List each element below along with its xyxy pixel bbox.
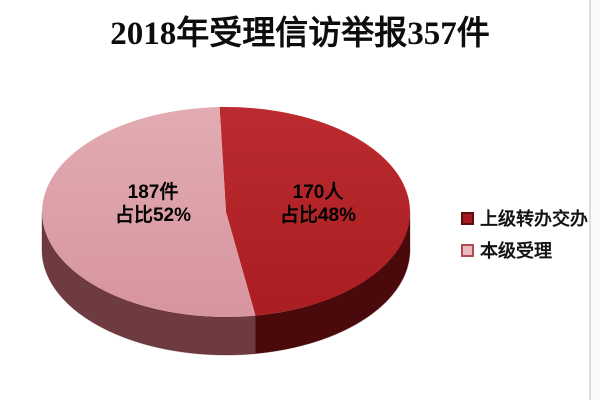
pie-slice-local (42, 107, 256, 317)
legend-label: 上级转办交办 (480, 209, 588, 229)
legend-marker-dark-red-icon (461, 211, 474, 225)
slice-percent-text: 占比48% (279, 205, 357, 226)
chart-title: 2018年受理信访举报357件 (110, 16, 490, 52)
image-right-margin (591, 0, 600, 400)
legend-marker-pink-icon (461, 243, 474, 257)
slice-percent-text: 占比52% (114, 205, 192, 226)
slice-label-transferred: 170人 占比48% (280, 181, 356, 227)
legend: 上级转办交办 本级受理 (461, 206, 588, 270)
image-right-border (589, 0, 591, 400)
slice-value-text: 187件 (127, 182, 179, 203)
pie-slice-transferred (219, 106, 411, 316)
legend-item-local: 本级受理 (461, 238, 588, 262)
slice-value-text: 170人 (292, 182, 344, 203)
legend-label: 本级受理 (480, 241, 552, 261)
legend-item-transferred: 上级转办交办 (461, 206, 588, 230)
slice-label-local: 187件 占比52% (115, 181, 191, 227)
